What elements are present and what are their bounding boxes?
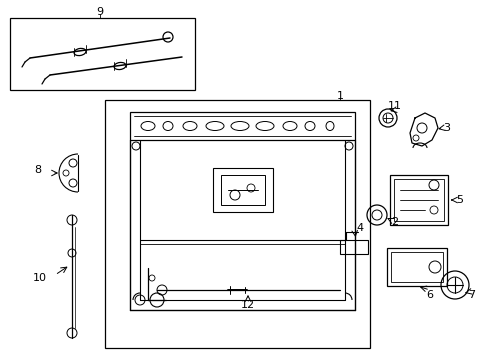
Bar xyxy=(389,175,447,225)
Text: 7: 7 xyxy=(468,290,475,300)
Text: 11: 11 xyxy=(387,101,401,111)
Text: 1: 1 xyxy=(336,91,343,101)
Bar xyxy=(105,100,369,348)
Bar xyxy=(339,240,367,254)
Text: 9: 9 xyxy=(96,7,103,17)
Text: 3: 3 xyxy=(443,123,449,133)
Bar xyxy=(221,175,264,205)
Bar xyxy=(10,18,195,90)
Bar xyxy=(390,252,442,282)
Text: 10: 10 xyxy=(33,273,47,283)
Text: 12: 12 xyxy=(241,300,255,310)
Text: 6: 6 xyxy=(426,290,433,300)
Bar xyxy=(393,179,443,221)
Bar xyxy=(213,168,272,212)
Text: 4: 4 xyxy=(356,223,363,233)
Text: 8: 8 xyxy=(34,165,41,175)
Bar xyxy=(386,248,446,286)
Text: 5: 5 xyxy=(456,195,463,205)
Bar xyxy=(130,112,354,140)
Text: 2: 2 xyxy=(390,217,398,227)
